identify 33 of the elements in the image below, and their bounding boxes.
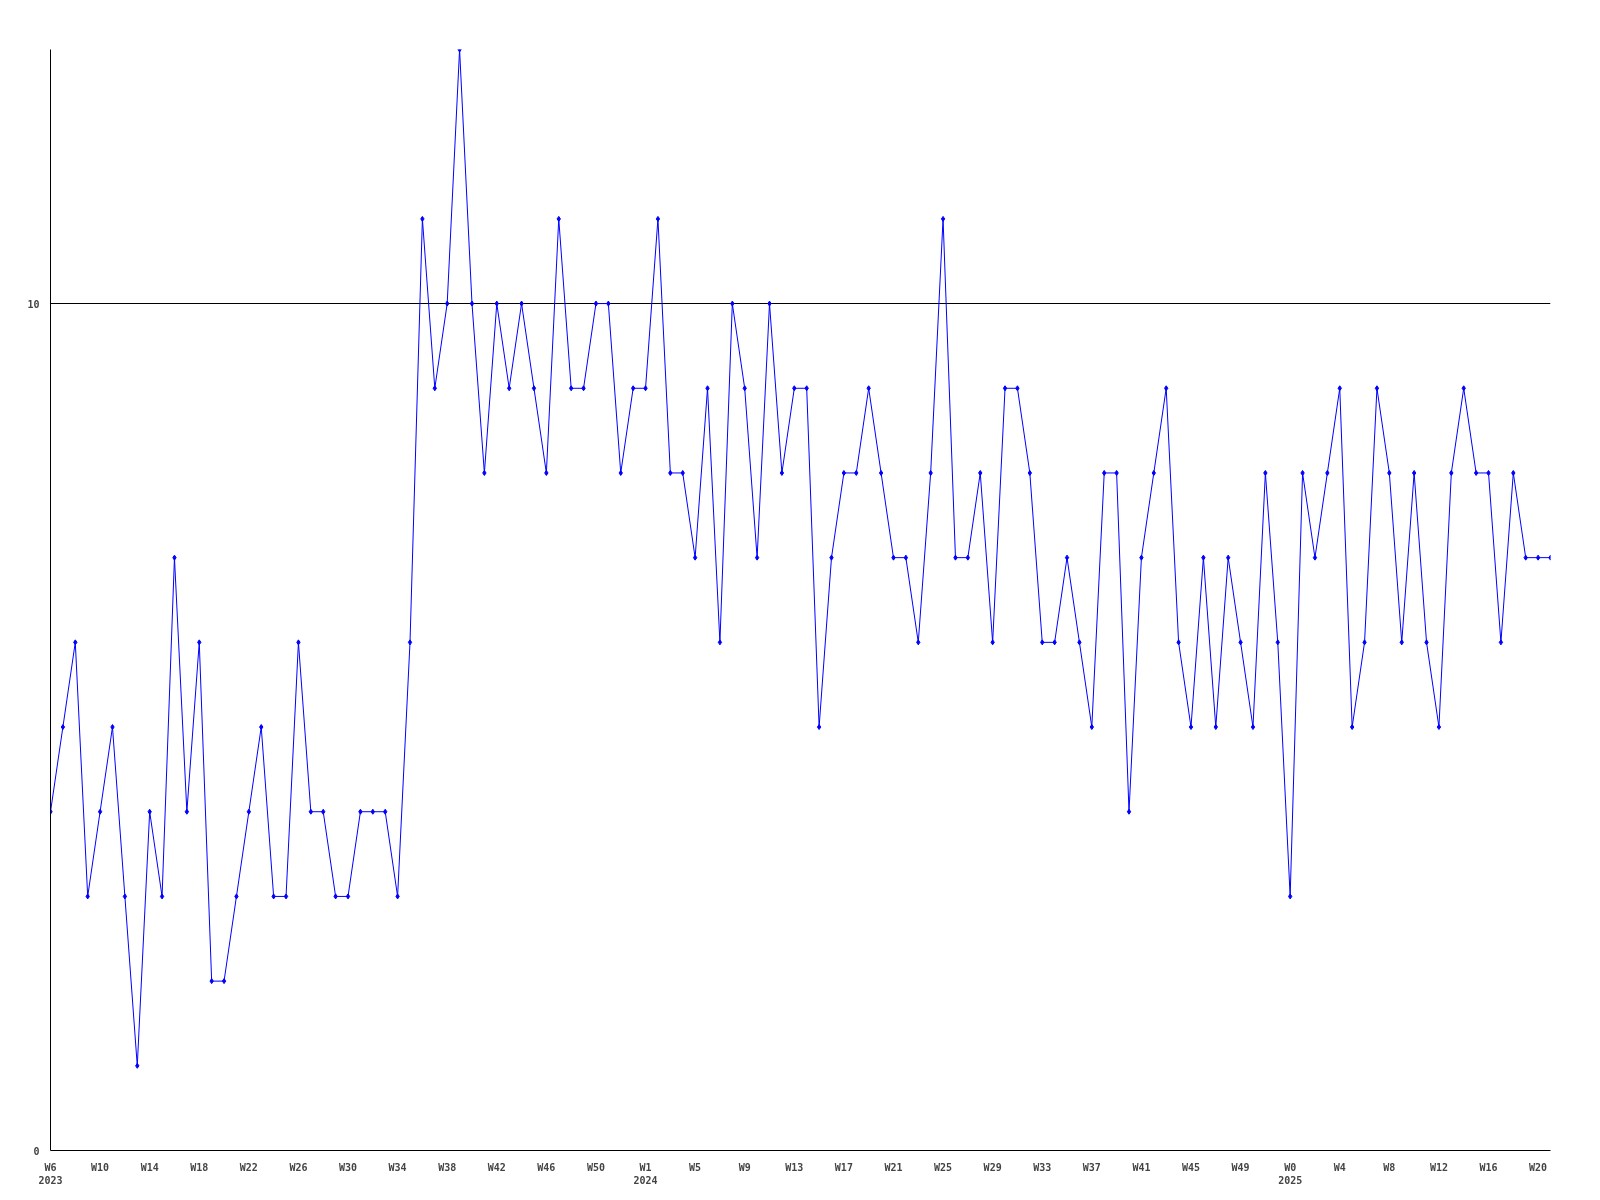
x-tick-label: W20	[1529, 1161, 1548, 1173]
x-tick-label: W33	[1033, 1161, 1052, 1173]
x-tick-label: W1 2024	[633, 1161, 658, 1186]
y-tick-label: 10	[27, 298, 40, 310]
x-tick-label: W21	[884, 1161, 903, 1173]
x-tick-label: W16	[1479, 1161, 1498, 1173]
x-tick-label: W14	[140, 1161, 159, 1173]
x-tick-label: W34	[388, 1161, 407, 1173]
x-tick-label: W4	[1333, 1161, 1346, 1173]
x-tick-label: W8	[1383, 1161, 1396, 1173]
x-tick-label: W9	[738, 1161, 751, 1173]
x-tick-label: W46	[537, 1161, 556, 1173]
x-tick-label: W26	[289, 1161, 308, 1173]
x-tick-label: W0 2025	[1278, 1161, 1303, 1186]
x-tick-label: W22	[239, 1161, 258, 1173]
x-tick-label: W5	[689, 1161, 702, 1173]
x-tick-label: W50	[586, 1161, 605, 1173]
x-tick-label: W12	[1429, 1161, 1448, 1173]
x-tick-label: W41	[1132, 1161, 1151, 1173]
x-tick-label: W17	[834, 1161, 853, 1173]
x-tick-label: W25	[934, 1161, 953, 1173]
x-tick-label: W38	[438, 1161, 457, 1173]
x-tick-label: W6 2023	[38, 1161, 63, 1186]
x-tick-label: W13	[785, 1161, 804, 1173]
x-tick-label: W49	[1231, 1161, 1250, 1173]
x-tick-label: W18	[190, 1161, 209, 1173]
x-tick-label: W42	[487, 1161, 506, 1173]
y-tick-label: 0	[33, 1145, 40, 1157]
x-tick-label: W10	[91, 1161, 110, 1173]
x-tick-label: W29	[983, 1161, 1002, 1173]
x-tick-label: W45	[1181, 1161, 1201, 1173]
x-tick-label: W37	[1082, 1161, 1101, 1173]
x-tick-label: W30	[338, 1161, 358, 1173]
